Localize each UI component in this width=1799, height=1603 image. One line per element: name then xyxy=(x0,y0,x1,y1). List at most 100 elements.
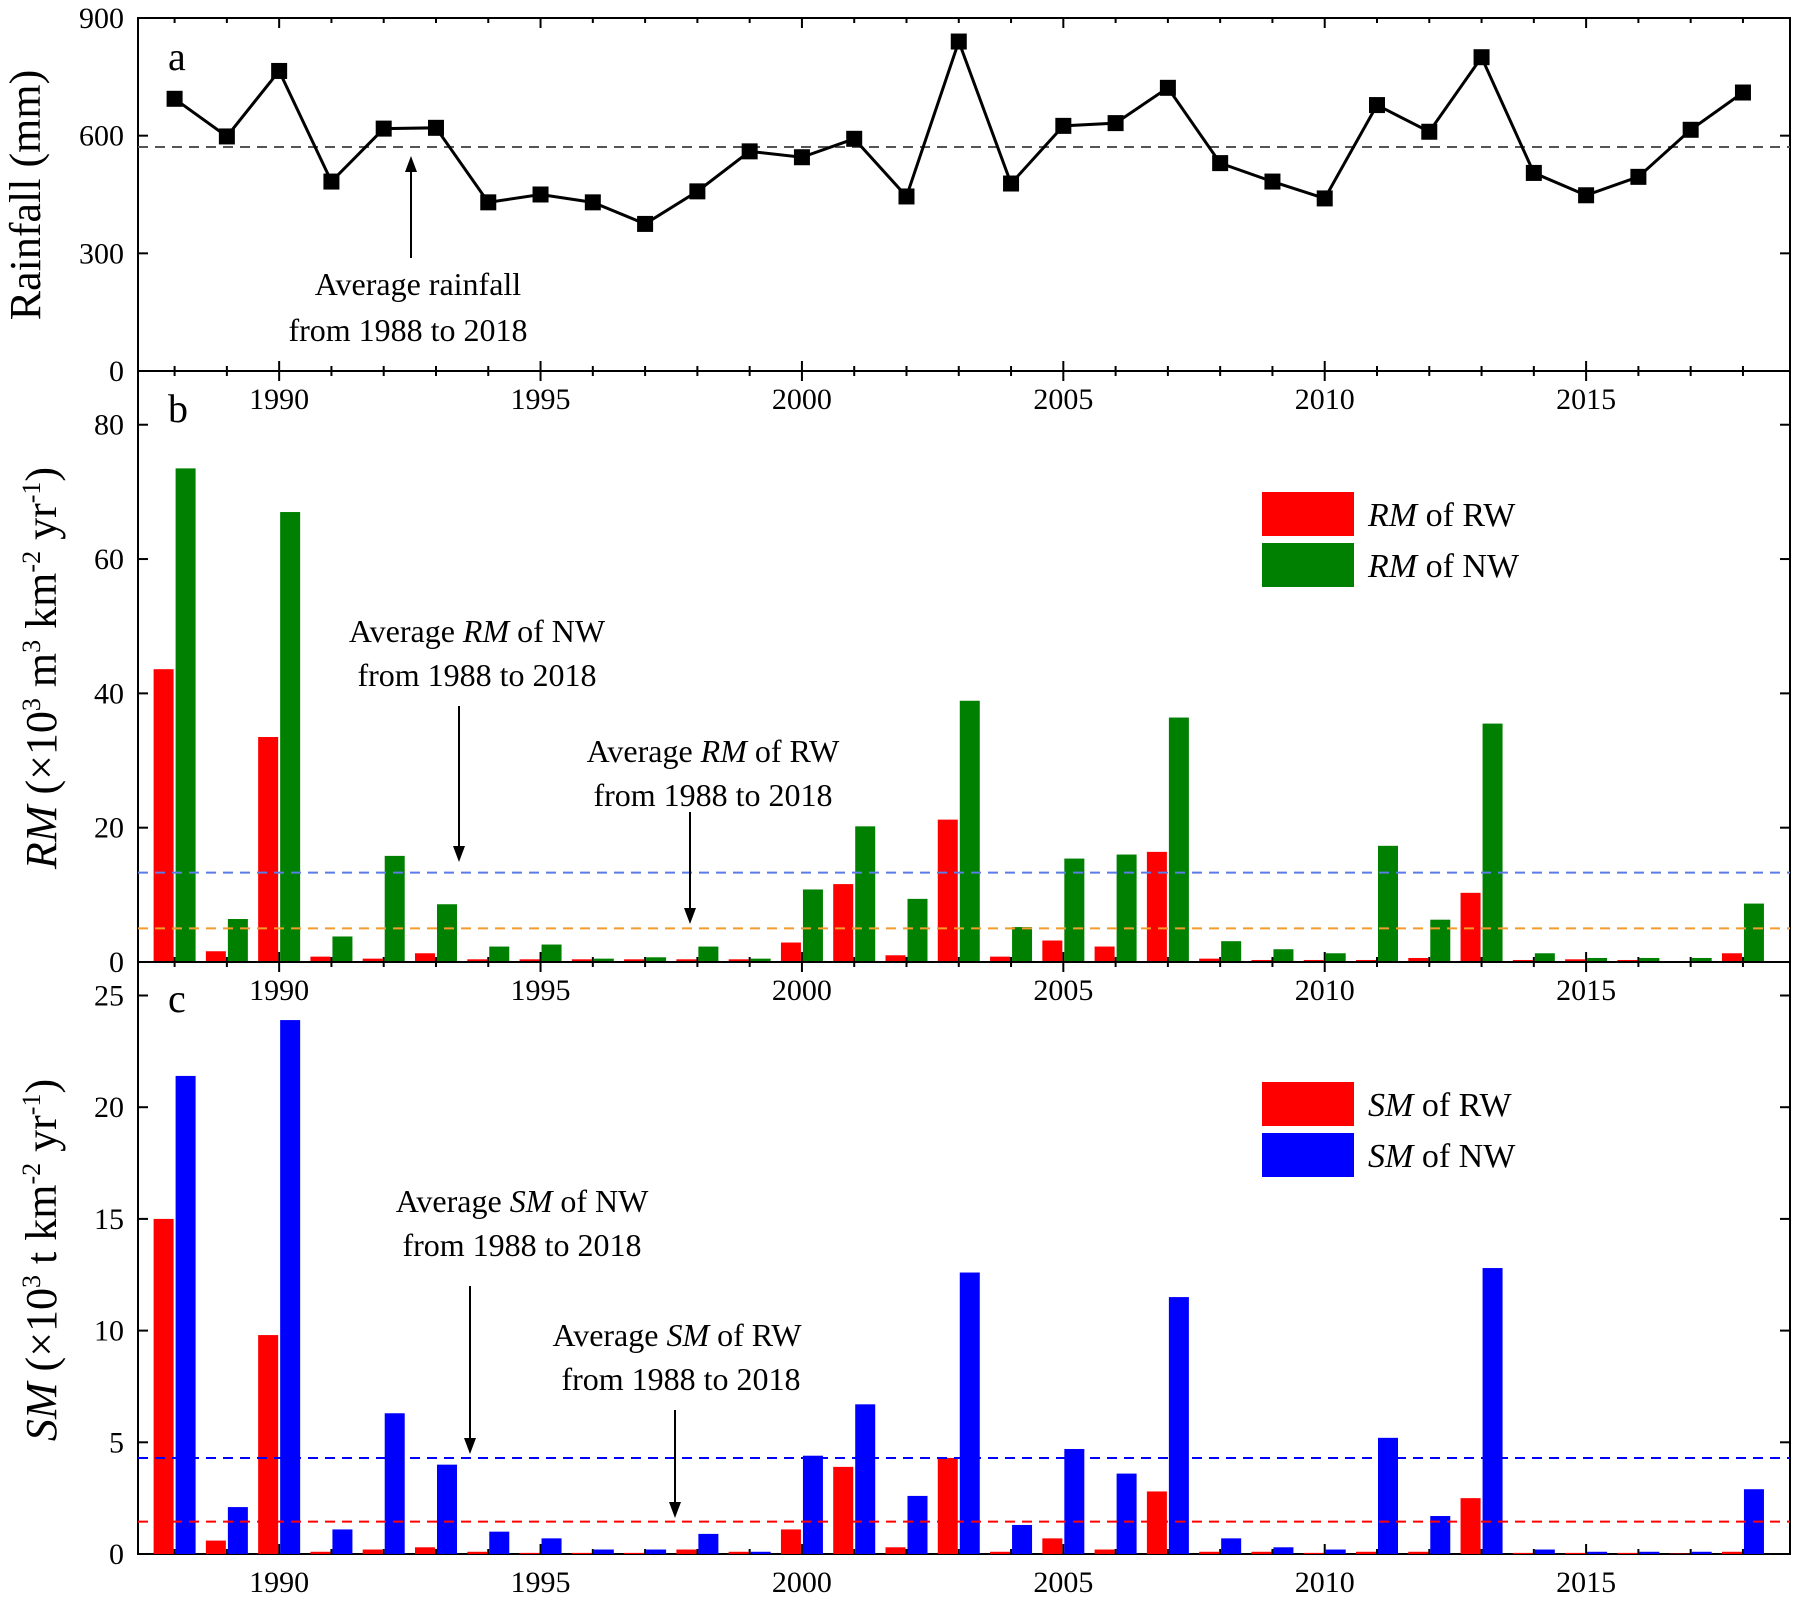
bar-sm-of-nw-2004 xyxy=(1012,1524,1033,1554)
bar-sm-of-nw-2001 xyxy=(855,1404,876,1554)
panel-a-label: a xyxy=(168,34,186,79)
rainfall-point-2005 xyxy=(1055,117,1072,134)
rainfall-series-line xyxy=(173,37,1744,226)
x-tick-label: 1995 xyxy=(511,1566,571,1599)
legend-rm-nw-label: RM of NW xyxy=(1367,548,1520,585)
x-tick-label: 1995 xyxy=(511,383,571,416)
panel-a-rainfall: 0 300 600 900 1990 1995 2000 2005 2010 2015 a Ra… xyxy=(1,2,1791,416)
x-tick-label: 2000 xyxy=(772,1566,832,1599)
panel-c-annot-nw-var: SM xyxy=(510,1183,555,1219)
bar-rm-of-rw-2005 xyxy=(1042,940,1063,962)
bar-sm-of-rw-2009 xyxy=(1251,1551,1272,1554)
panel-c-y-mid1: t km xyxy=(17,1185,66,1275)
bar-rm-of-rw-2001 xyxy=(833,884,854,962)
rainfall-point-2001 xyxy=(846,130,863,147)
bar-rm-of-nw-1991 xyxy=(332,936,353,962)
bar-sm-of-nw-2000 xyxy=(802,1455,823,1554)
bar-rm-of-rw-2006 xyxy=(1094,946,1115,962)
bar-rm-of-nw-2005 xyxy=(1064,858,1085,962)
panel-b-y-sup3: -2 xyxy=(17,551,46,573)
panel-b-nw-arrow-head xyxy=(453,846,465,862)
x-tick-label: 2010 xyxy=(1295,1566,1355,1599)
bar-sm-of-nw-2010 xyxy=(1325,1549,1346,1554)
bar-rm-of-nw-1989 xyxy=(227,919,248,962)
bar-sm-of-nw-1996 xyxy=(593,1549,614,1554)
bar-rm-of-rw-1997 xyxy=(624,959,645,962)
bar-rm-of-rw-2010 xyxy=(1303,959,1324,962)
panel-b-annot-rw-post: of RW xyxy=(747,733,840,769)
rainfall-point-2018 xyxy=(1734,84,1751,101)
y-tick-label: 0 xyxy=(109,355,124,388)
bar-sm-of-nw-1998 xyxy=(698,1533,719,1554)
rainfall-point-2003 xyxy=(950,33,967,50)
x-tick-label: 1990 xyxy=(249,383,309,416)
bar-sm-of-nw-2011 xyxy=(1378,1437,1398,1554)
legend-sm-rw-label: SM of RW xyxy=(1368,1087,1512,1124)
rainfall-point-2008 xyxy=(1212,155,1229,172)
bar-sm-of-nw-2005 xyxy=(1064,1449,1085,1554)
bar-rm-of-rw-2002 xyxy=(885,955,906,962)
panel-b-y-sup1: 3 xyxy=(17,698,46,711)
bar-sm-of-rw-1997 xyxy=(624,1552,645,1554)
bar-sm-of-nw-2015 xyxy=(1587,1551,1608,1554)
rainfall-point-1993 xyxy=(427,119,444,136)
panel-b-annotation-nw-line2: from 1988 to 2018 xyxy=(357,657,596,693)
panel-c-annotation-nw-line2: from 1988 to 2018 xyxy=(402,1227,641,1263)
panel-a-y-axis-title: Rainfall (mm) xyxy=(1,70,50,321)
bar-rm-of-nw-1994 xyxy=(489,946,510,962)
rainfall-point-2014 xyxy=(1525,164,1542,181)
y-tick-label: 300 xyxy=(79,237,124,270)
rainfall-point-1995 xyxy=(532,186,549,203)
x-tick-label: 2015 xyxy=(1556,383,1616,416)
bar-rm-of-nw-1992 xyxy=(384,855,405,962)
panel-b-y-post: ) xyxy=(17,467,66,482)
bar-sm-of-nw-1995 xyxy=(541,1538,562,1554)
bar-sm-of-nw-2013 xyxy=(1482,1268,1503,1554)
bar-sm-of-rw-2006 xyxy=(1094,1549,1115,1554)
bar-sm-of-nw-2014 xyxy=(1534,1549,1555,1554)
y-tick-label: 25 xyxy=(94,980,124,1013)
y-tick-label: 10 xyxy=(94,1315,124,1348)
bar-rm-of-nw-2001 xyxy=(855,826,876,962)
bar-sm-of-nw-2009 xyxy=(1273,1547,1294,1554)
bar-sm-of-rw-2012 xyxy=(1408,1551,1429,1554)
panel-c-sm: 0 5 10 15 20 25 1990 1995 2000 2005 2010 2015 c SM… xyxy=(17,961,1791,1599)
bar-sm-of-rw-2007 xyxy=(1146,1491,1167,1554)
bar-sm-of-rw-1989 xyxy=(205,1540,226,1554)
panel-b-y-mid3: yr xyxy=(17,503,66,551)
rainfall-point-1996 xyxy=(584,194,601,211)
bar-sm-of-nw-1988 xyxy=(175,1075,196,1554)
bar-sm-of-rw-2015 xyxy=(1565,1552,1586,1554)
rainfall-data-points xyxy=(166,33,1751,232)
x-tick-label: 1990 xyxy=(249,974,309,1007)
legend-sm-nw-suffix: of NW xyxy=(1413,1138,1516,1175)
bar-sm-of-rw-1994 xyxy=(467,1551,488,1554)
panel-a-y-ticks: 0 300 600 900 xyxy=(79,2,1790,388)
bar-rm-of-rw-2008 xyxy=(1199,958,1220,962)
bar-sm-of-nw-2007 xyxy=(1168,1297,1189,1554)
bar-rm-of-nw-2017 xyxy=(1691,957,1712,962)
bar-rm-of-nw-2014 xyxy=(1534,953,1555,962)
panel-c-y-mid2: yr xyxy=(17,1115,66,1163)
bar-rm-of-rw-1992 xyxy=(362,958,383,962)
legend-sm-nw-swatch xyxy=(1262,1133,1354,1177)
bar-sm-of-nw-1990 xyxy=(280,1020,301,1554)
panel-b-annot-rw-pre: Average xyxy=(587,733,701,769)
panel-a-x-ticks: 1990 1995 2000 2005 2010 2015 xyxy=(173,18,1744,416)
panel-b-y-axis-title: RM (×103 m3 km-2 yr-1) xyxy=(17,467,66,870)
rainfall-point-1997 xyxy=(637,215,654,232)
x-tick-label: 2010 xyxy=(1295,383,1355,416)
y-tick-label: 0 xyxy=(109,946,124,979)
bar-sm-of-nw-1994 xyxy=(489,1531,510,1554)
panel-a-annotation-line2: from 1988 to 2018 xyxy=(288,312,527,348)
rainfall-point-2007 xyxy=(1159,79,1176,96)
bar-rm-of-nw-2008 xyxy=(1221,941,1242,962)
bar-sm-of-rw-2002 xyxy=(885,1547,906,1554)
y-tick-label: 60 xyxy=(94,543,124,576)
legend-rm-nw-suffix: of NW xyxy=(1417,548,1520,585)
bar-sm-of-nw-2003 xyxy=(959,1272,980,1554)
panel-c-y-axis-title: SM (×103 t km-2 yr-1) xyxy=(17,1079,66,1441)
panel-c-y-post: ) xyxy=(17,1079,66,1094)
bar-rm-of-rw-1989 xyxy=(205,951,226,962)
legend-sm-rw-swatch xyxy=(1262,1082,1354,1126)
